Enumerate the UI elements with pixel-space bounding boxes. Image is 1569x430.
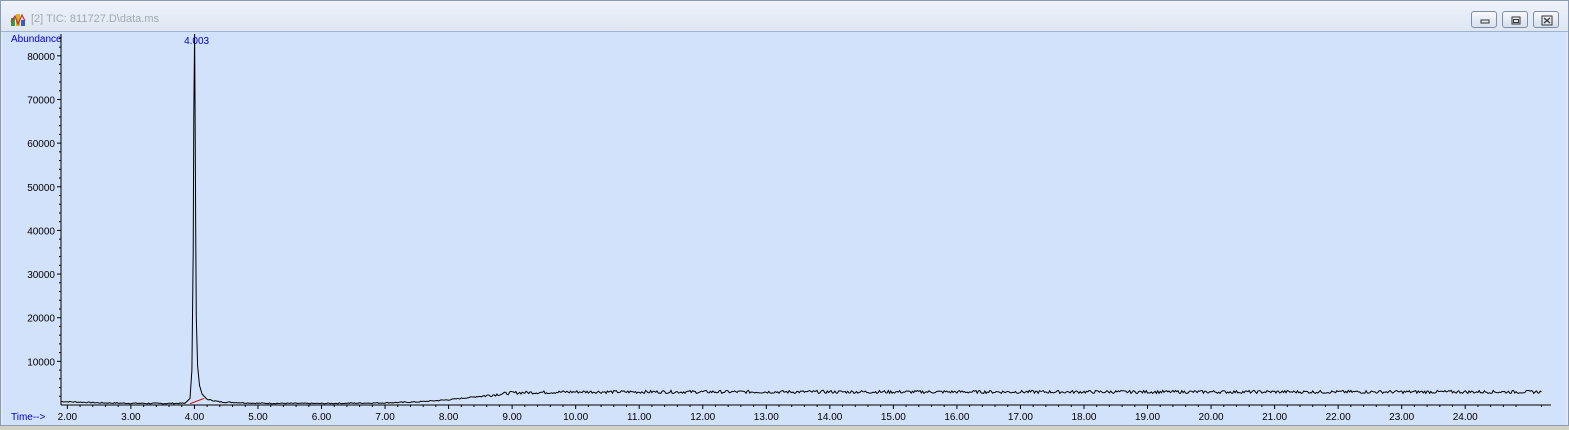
y-tick-label: 20000 [27,314,55,325]
x-tick-label: 4.00 [185,412,205,423]
minimize-button[interactable] [1471,11,1497,28]
x-tick-label: 21.00 [1262,412,1287,423]
x-tick-label: 16.00 [944,412,969,423]
x-tick-label: 20.00 [1199,412,1224,423]
x-tick-label: 10.00 [563,412,588,423]
window-title: [2] TIC: 811727.D\data.ms [31,13,159,25]
x-tick-label: 12.00 [690,412,715,423]
tic-trace [61,33,1542,405]
y-tick-label: 50000 [27,183,55,194]
restore-icon [1511,16,1521,25]
x-tick-label: 15.00 [881,412,906,423]
peak-label: 4.003 [184,36,209,47]
annotation-layer: 4.003 [184,36,210,405]
x-tick-label: 13.00 [754,412,779,423]
y-tick-label: 30000 [27,270,55,281]
x-tick-label: 22.00 [1326,412,1351,423]
trace-layer [61,33,1542,405]
y-tick-label: 70000 [27,95,55,106]
y-tick-label: 10000 [27,357,55,368]
y-tick-label: 60000 [27,139,55,150]
x-tick-label: 9.00 [502,412,522,423]
x-tick-label: 14.00 [817,412,842,423]
x-tick-label: 18.00 [1071,412,1096,423]
x-tick-label: 8.00 [439,412,459,423]
chromatogram-chart: Abundance Time--> 10000 20000 30000 40000 50… [11,33,1551,423]
integration-baseline-marker [189,397,205,405]
x-tick-label: 11.00 [627,412,652,423]
close-button[interactable] [1533,11,1559,28]
x-tick-label: 19.00 [1135,412,1160,423]
title-bar[interactable]: [2] TIC: 811727.D\data.ms [1,1,1568,32]
x-tick-label: 2.00 [58,412,78,423]
y-tick-label: 80000 [27,52,55,63]
y-tick-label: 40000 [27,226,55,237]
minimize-icon [1480,19,1490,24]
x-tick-label: 3.00 [121,412,141,423]
restore-button[interactable] [1502,11,1528,28]
y-axis-label: Abundance [11,34,62,45]
x-tick-label: 7.00 [375,412,395,423]
x-tick-label: 5.00 [248,412,268,423]
plot-area[interactable]: Abundance Time--> 10000 20000 30000 40000 50… [3,32,1566,425]
close-icon [1541,15,1553,26]
x-tick-label: 23.00 [1389,412,1414,423]
x-tick-label: 6.00 [312,412,332,423]
axes: 10000 20000 30000 40000 50000 60000 70000 80000… [27,34,1551,423]
chromatogram-app-icon [10,13,26,26]
x-tick-label: 17.00 [1008,412,1033,423]
x-axis-label: Time--> [11,412,46,423]
x-tick-label: 24.00 [1453,412,1478,423]
